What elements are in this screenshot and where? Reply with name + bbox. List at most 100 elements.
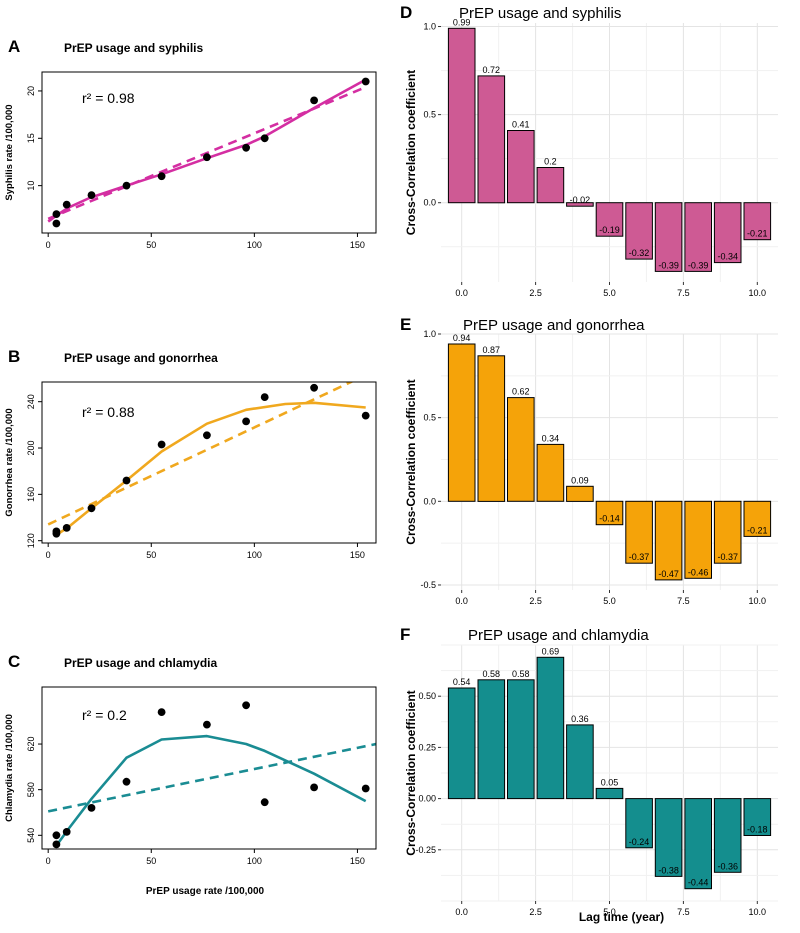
y-tick-label: 0.50 xyxy=(418,691,436,701)
panel-title: PrEP usage and gonorrhea xyxy=(463,317,645,334)
data-point xyxy=(310,96,318,105)
bar-value-label: 0.87 xyxy=(482,345,500,355)
x-tick-label: 0 xyxy=(46,856,51,866)
bar xyxy=(536,167,565,204)
bar-value-label: -0.02 xyxy=(570,195,591,205)
bar xyxy=(566,485,594,502)
plot-frame xyxy=(41,686,377,850)
y-tick-label: 1.0 xyxy=(423,329,436,339)
bar-value-label: 0.99 xyxy=(453,17,471,27)
data-point xyxy=(52,831,61,840)
y-tick-label: 620 xyxy=(26,737,36,752)
bar-value-label: 0.54 xyxy=(453,677,471,687)
x-tick-label: 5.0 xyxy=(603,907,616,917)
panel-letter: C xyxy=(8,652,20,671)
bar xyxy=(684,798,713,890)
x-tick-label: 2.5 xyxy=(529,907,542,917)
x-tick-label: 10.0 xyxy=(749,288,767,298)
bar-value-label: 0.69 xyxy=(542,646,560,656)
data-point xyxy=(157,172,166,181)
y-tick-label: 10 xyxy=(26,181,36,191)
bar-value-label: -0.19 xyxy=(599,225,620,235)
data-point xyxy=(361,77,370,86)
data-point xyxy=(361,784,370,793)
bar-value-label: -0.39 xyxy=(688,260,709,270)
r-squared-label: r² = 0.98 xyxy=(82,90,135,106)
y-tick-label: 0.0 xyxy=(423,496,436,506)
bar xyxy=(743,798,772,836)
bar-value-label: 0.62 xyxy=(512,387,530,397)
x-tick-label: 100 xyxy=(247,240,262,250)
panel-a: A PrEP usage and syphilis 0 50 100 150 10 15 20 S… xyxy=(4,37,377,250)
bar xyxy=(743,500,772,537)
bar xyxy=(566,724,594,800)
data-point xyxy=(203,720,211,729)
x-tick-label: 10.0 xyxy=(749,596,767,606)
linear-fit-line xyxy=(47,742,376,813)
data-point xyxy=(260,393,269,401)
bar xyxy=(713,500,742,564)
x-tick-label: 150 xyxy=(350,856,365,866)
x-tick-label: 5.0 xyxy=(603,288,616,298)
y-tick-label: 540 xyxy=(26,828,36,843)
bar-value-label: -0.21 xyxy=(747,525,768,535)
x-axis-title: Lag time (year) xyxy=(579,910,664,924)
panel-letter: B xyxy=(8,347,20,366)
bar xyxy=(447,27,476,204)
bar xyxy=(625,202,653,260)
bar-value-label: 0.05 xyxy=(601,777,619,787)
bar xyxy=(654,798,683,877)
smooth-fit-line xyxy=(55,734,367,847)
data-point xyxy=(62,828,71,836)
bar xyxy=(507,397,535,502)
x-tick-label: 7.5 xyxy=(677,596,690,606)
y-tick-label: 160 xyxy=(26,487,36,502)
x-tick-label: 0 xyxy=(46,240,51,250)
data-point xyxy=(52,219,61,228)
x-tick-label: 100 xyxy=(247,550,262,560)
data-point xyxy=(361,411,370,420)
panel-title: PrEP usage and syphilis xyxy=(64,41,203,55)
x-tick-label: 150 xyxy=(350,240,365,250)
bar-value-label: 0.58 xyxy=(512,669,530,679)
bar-value-label: -0.47 xyxy=(658,569,679,579)
plot-frame xyxy=(41,71,377,234)
r-squared-label: r² = 0.2 xyxy=(82,707,127,723)
bar-value-label: 0.09 xyxy=(571,475,589,485)
bar-value-label: -0.36 xyxy=(717,861,738,871)
y-axis-title: Gonorrhea rate /100,000 xyxy=(4,408,15,516)
plot-frame xyxy=(41,381,377,544)
y-axis-title: Cross-Correlation coefficient xyxy=(404,690,418,855)
y-tick-label: -0.25 xyxy=(415,845,436,855)
bar xyxy=(595,202,624,237)
panel-c: C PrEP usage and chlamydia 0 50 100 150 540 580… xyxy=(4,652,377,897)
bar xyxy=(654,202,683,272)
data-point xyxy=(157,708,166,716)
x-tick-label: 150 xyxy=(350,550,365,560)
y-tick-label: 0.5 xyxy=(423,413,436,423)
bar xyxy=(743,202,772,241)
data-point xyxy=(52,840,61,849)
y-axis-title: Chlamydia rate /100,000 xyxy=(4,714,15,822)
x-tick-label: 0.0 xyxy=(455,596,468,606)
bar xyxy=(536,443,565,502)
bar-value-label: 0.34 xyxy=(542,433,560,443)
data-point xyxy=(310,783,318,792)
x-tick-label: 7.5 xyxy=(677,288,690,298)
data-point xyxy=(242,417,251,426)
x-tick-label: 0.0 xyxy=(455,288,468,298)
data-point xyxy=(62,524,71,532)
bar xyxy=(684,202,713,272)
data-point xyxy=(242,143,251,152)
data-point xyxy=(87,191,96,200)
data-point xyxy=(87,804,96,812)
y-tick-label: 240 xyxy=(26,394,36,409)
bar xyxy=(447,687,476,800)
x-tick-label: 50 xyxy=(146,240,156,250)
bar-value-label: -0.18 xyxy=(747,824,768,834)
bar-value-label: -0.21 xyxy=(747,229,768,239)
bar xyxy=(713,798,742,873)
